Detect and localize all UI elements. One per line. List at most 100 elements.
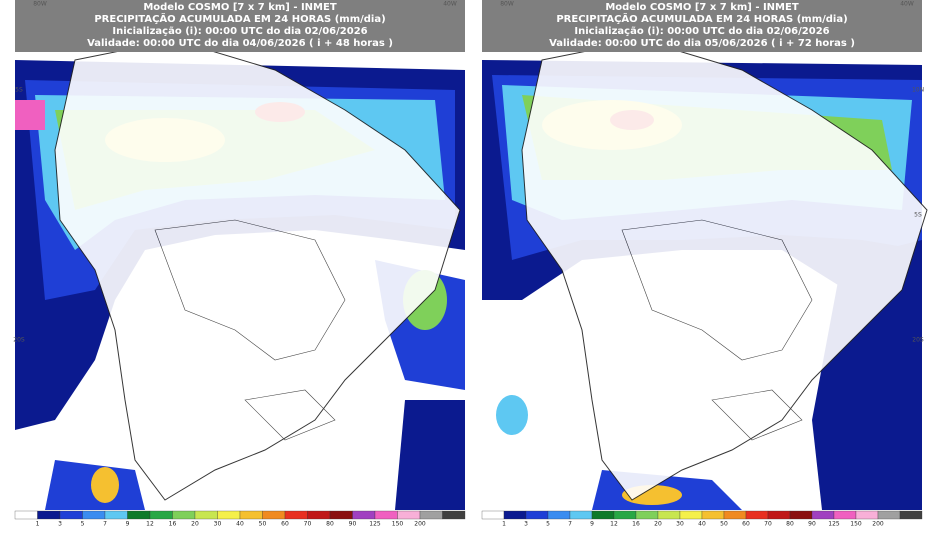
colorbar-swatch	[172, 510, 196, 520]
precip-area	[395, 400, 465, 510]
header-line: PRECIPITAÇÃO ACUMULADA EM 24 HORAS (mm/d…	[94, 12, 385, 25]
colorbar-label: 9	[126, 521, 130, 528]
colorbar-label: 12	[610, 521, 618, 528]
colorbar-label: 150	[850, 521, 862, 528]
header-line: Validade: 00:00 UTC do dia 05/06/2026 ( …	[549, 38, 855, 49]
colorbar-label: 70	[764, 521, 772, 528]
colorbar-swatch	[525, 510, 549, 520]
colorbar-swatch	[374, 510, 398, 520]
colorbar-label: 125	[369, 521, 381, 528]
colorbar-label: 70	[304, 521, 312, 528]
precip-area	[496, 395, 528, 435]
colorbar-label: 60	[281, 521, 289, 528]
colorbar-label: 7	[103, 521, 107, 528]
colorbar-label: 16	[169, 521, 177, 528]
colorbar-swatch	[262, 510, 286, 520]
colorbar-label: 3	[524, 521, 528, 528]
colorbar-label: 125	[828, 521, 840, 528]
colorbar-swatch	[481, 510, 505, 520]
map-panel	[482, 0, 928, 510]
colorbar-label: 1	[36, 521, 40, 528]
header-band	[482, 0, 922, 52]
colorbar-swatch	[811, 510, 835, 520]
colorbar-swatch	[591, 510, 615, 520]
colorbar-label: 1	[502, 521, 506, 528]
lon-label: 80W	[33, 1, 47, 8]
colorbar-swatch	[59, 510, 83, 520]
colorbar-swatch	[745, 510, 769, 520]
colorbar-label: 3	[58, 521, 62, 528]
colorbar-label: 80	[326, 521, 334, 528]
header-line: Modelo COSMO [7 x 7 km] - INMET	[605, 2, 799, 13]
colorbar-label: 30	[676, 521, 684, 528]
colorbar-swatch	[127, 510, 151, 520]
colorbar-swatch	[352, 510, 376, 520]
colorbar-swatch	[284, 510, 308, 520]
precip-area	[91, 467, 119, 503]
colorbar-label: 20	[191, 521, 199, 528]
colorbar-swatch	[701, 510, 725, 520]
panels	[15, 0, 928, 510]
header-band	[15, 0, 465, 52]
colorbar-label: 80	[786, 521, 794, 528]
colorbar-swatch	[547, 510, 571, 520]
colorbar-label: 90	[349, 521, 357, 528]
colorbar-label: 40	[236, 521, 244, 528]
colorbar-label: 60	[742, 521, 750, 528]
lat-label: 5S	[914, 212, 922, 219]
lon-label: 40W	[900, 1, 914, 8]
colorbar-swatch	[635, 510, 659, 520]
colorbar-swatch	[877, 510, 901, 520]
colorbar-label: 50	[720, 521, 728, 528]
colorbar-swatch	[82, 510, 106, 520]
colorbar-label: 200	[414, 521, 426, 528]
header-line: Inicialização (i): 00:00 UTC do dia 02/0…	[574, 26, 829, 37]
lat-label: 10N	[912, 87, 924, 94]
colorbar-swatch	[723, 510, 747, 520]
colorbar-label: 90	[808, 521, 816, 528]
colorbar-swatch	[613, 510, 637, 520]
colorbar-swatch	[789, 510, 813, 520]
colorbar-swatch	[679, 510, 703, 520]
colorbar-label: 150	[392, 521, 404, 528]
colorbar-swatch	[833, 510, 857, 520]
colorbar-label: 5	[81, 521, 85, 528]
colorbar-label: 40	[698, 521, 706, 528]
colorbar-label: 20	[654, 521, 662, 528]
header-line: Validade: 00:00 UTC do dia 04/06/2026 ( …	[87, 38, 393, 49]
colorbar-label: 12	[146, 521, 154, 528]
colorbar-swatch	[442, 510, 466, 520]
colorbar-swatch	[217, 510, 241, 520]
overlay: Modelo COSMO [7 x 7 km] - INMETPRECIPITA…	[13, 1, 924, 528]
colorbar-label: 200	[872, 521, 884, 528]
colorbar-label: 16	[632, 521, 640, 528]
colorbar-swatch	[194, 510, 218, 520]
lon-label: 80W	[500, 1, 514, 8]
colorbar-label: 50	[259, 521, 267, 528]
lon-label: 40W	[443, 1, 457, 8]
colorbar-swatch	[503, 510, 527, 520]
colorbar-swatch	[657, 510, 681, 520]
header-line: Modelo COSMO [7 x 7 km] - INMET	[143, 2, 337, 13]
header-line: Inicialização (i): 00:00 UTC do dia 02/0…	[112, 26, 367, 37]
colorbar-swatch	[307, 510, 331, 520]
colorbar-swatch	[569, 510, 593, 520]
colorbar-swatch	[104, 510, 128, 520]
precip-area	[15, 100, 45, 130]
colorbar-swatch	[329, 510, 353, 520]
colorbar-swatch	[14, 510, 38, 520]
colorbar-label: 30	[214, 521, 222, 528]
colorbar-swatch	[855, 510, 879, 520]
colorbar-label: 9	[590, 521, 594, 528]
colorbar-swatch	[899, 510, 923, 520]
colorbar-swatch	[419, 510, 443, 520]
colorbar-swatch	[37, 510, 61, 520]
colorbar-swatch	[767, 510, 791, 520]
colorbar-label: 7	[568, 521, 572, 528]
lat-label: 20S	[912, 337, 924, 344]
colorbar-swatch	[239, 510, 263, 520]
colorbar-swatch	[397, 510, 421, 520]
map-panel	[15, 0, 465, 510]
colorbar-swatch	[149, 510, 173, 520]
